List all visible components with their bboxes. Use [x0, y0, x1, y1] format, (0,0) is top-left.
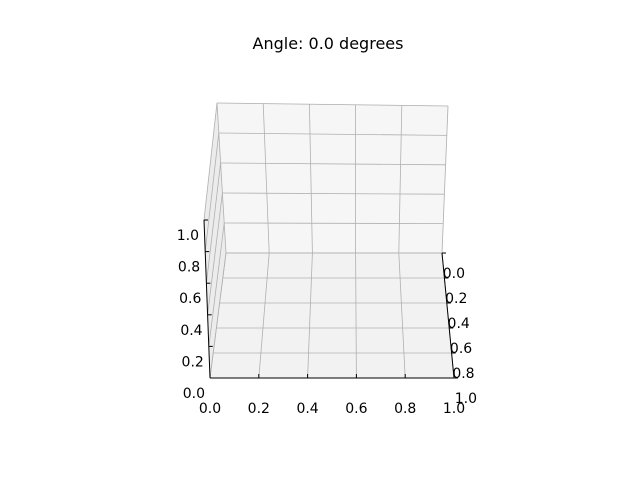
x-gridline-floor: [355, 252, 357, 379]
z-gridline-wall: [224, 222, 444, 225]
z-gridline-wall: [222, 192, 445, 195]
x-gridline-wall: [398, 105, 403, 254]
z-tick-label: 0.8: [178, 260, 200, 276]
z-gridline-side: [206, 162, 221, 284]
x-gridline-wall: [441, 105, 449, 254]
ticks: [204, 219, 458, 379]
z-tick-label: 0.0: [183, 386, 205, 402]
x-tick-label: 0.4: [296, 401, 318, 417]
y-tick-label: 0.4: [448, 316, 470, 332]
z-tick-label: 1.0: [177, 228, 199, 244]
y-axis-line: [441, 252, 455, 379]
y-tick-label: 0.6: [450, 341, 472, 357]
z-gridline-side: [208, 222, 225, 347]
y-tick-label: 0.0: [443, 266, 465, 282]
z-tick-label: 0.2: [182, 354, 204, 370]
x-tick-label: 0.2: [248, 401, 270, 417]
tick-labels: 0.0 0.2 0.4 0.6 0.8 1.0 0.0 0.2 0.4 0.6 0.8 1.0 0.0 0…: [177, 228, 477, 417]
z-tick-label: 0.6: [179, 291, 201, 307]
z-gridline-wall: [220, 162, 446, 166]
x-gridline-wall: [262, 103, 270, 254]
x-gridline-floor: [398, 252, 406, 379]
z-tick-label: 0.4: [180, 323, 202, 339]
z-gridline-side: [209, 252, 227, 379]
z-axis-line: [203, 219, 211, 379]
z-gridline-wall: [216, 102, 449, 107]
z-gridline-side: [207, 192, 223, 315]
chart-title: Angle: 0.0 degrees: [253, 34, 404, 53]
x-gridline-floor: [307, 252, 313, 379]
z-gridline-side: [203, 102, 218, 221]
y-tick-label: 0.8: [452, 366, 474, 382]
x-tick-label: 0.0: [199, 401, 221, 417]
z-gridline-side: [204, 132, 220, 252]
x-gridline-floor: [258, 252, 270, 379]
x-tick-label: 0.6: [345, 401, 367, 417]
y-tick-label: 0.2: [445, 291, 467, 307]
x-gridline-wall: [216, 102, 227, 254]
x-tick-label: 1.0: [443, 401, 465, 417]
back-pane: [216, 102, 449, 254]
y-tick-label: 1.0: [455, 391, 477, 407]
axis-lines: [203, 219, 455, 379]
z-gridline-wall: [218, 132, 447, 136]
axes-3d: 0.0 0.2 0.4 0.6 0.8 1.0 0.0 0.2 0.4 0.6 0.8 1.0 0.0 0…: [177, 102, 477, 417]
floor-pane: [209, 252, 455, 379]
x-gridline-wall: [309, 104, 313, 254]
x-tick-label: 0.8: [394, 401, 416, 417]
